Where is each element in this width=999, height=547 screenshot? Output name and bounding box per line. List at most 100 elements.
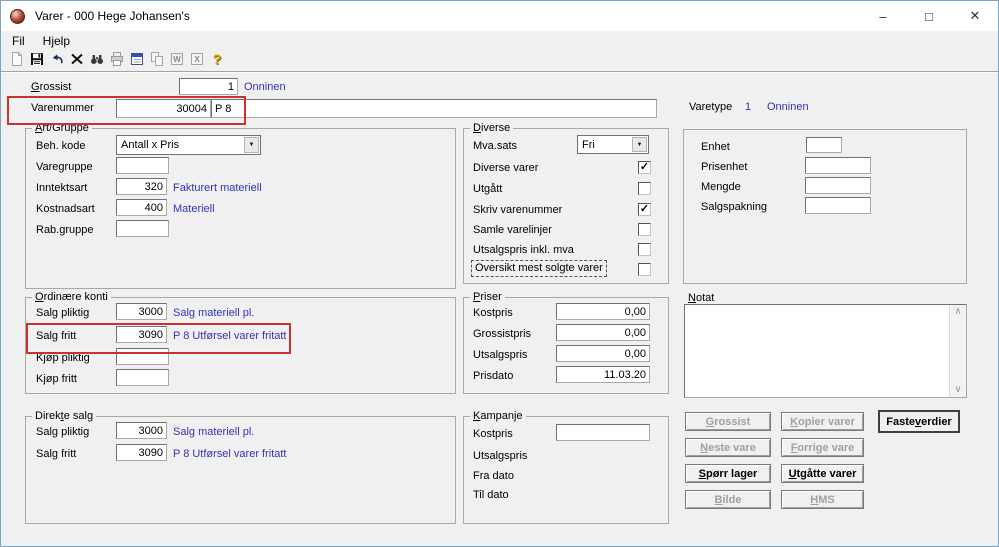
copy-icon[interactable] [147, 50, 167, 68]
group-direkte-salg-title: Direkte salg [32, 410, 97, 423]
window-title: Varer - 000 Hege Johansen's [35, 9, 190, 23]
ok-salg-fritt-input[interactable]: 3090 [116, 326, 167, 343]
inntektsart-label: Inntektsart [36, 182, 88, 194]
kostpris-input[interactable]: 0,00 [556, 303, 650, 320]
kjop-fritt-label: Kjøp fritt [36, 373, 77, 385]
group-art-gruppe-title: Art/Gruppe [32, 122, 92, 135]
ds-salg-fritt-input[interactable]: 3090 [116, 444, 167, 461]
salgspakning-input[interactable] [805, 197, 871, 214]
grossist-input[interactable]: 1 [179, 78, 238, 95]
svg-text:W: W [173, 55, 181, 64]
kampanje-kostpris-input[interactable] [556, 424, 650, 441]
print-icon[interactable] [107, 50, 127, 68]
varegruppe-label: Varegruppe [36, 161, 93, 173]
enhet-label: Enhet [701, 141, 730, 153]
faste-verdier-button[interactable]: Faste v erdier [878, 410, 960, 433]
kostpris-label: Kostpris [473, 307, 513, 319]
utsalgspris-input[interactable]: 0,00 [556, 345, 650, 362]
notat-label: Notat [688, 292, 715, 304]
utsalgspris-inkl-mva-checkbox[interactable] [638, 243, 651, 256]
kampanje-utsalgspris-label: Utsalgspris [473, 450, 528, 462]
chevron-down-icon[interactable]: ▼ [244, 137, 259, 153]
samle-varelinjer-checkbox[interactable] [638, 223, 651, 236]
mengde-input[interactable] [805, 177, 871, 194]
maximize-button[interactable]: □ [925, 8, 933, 24]
ds-salg-pliktig-label: Salg pliktig [36, 426, 90, 438]
prisenhet-input[interactable] [805, 157, 871, 174]
diverse-varer-checkbox[interactable]: ✓ [638, 161, 651, 174]
ds-salg-pliktig-input[interactable]: 3000 [116, 422, 167, 439]
utsalgspris-label: Utsalgspris [473, 349, 528, 361]
group-ordinaere-konti-title: Ordinære konti [32, 291, 111, 304]
minimize-button[interactable]: – [879, 8, 887, 24]
menu-fil[interactable]: Fil [12, 33, 25, 48]
kjop-pliktig-input[interactable] [116, 348, 169, 365]
utgatt-checkbox[interactable] [638, 182, 651, 195]
word-export-icon[interactable]: W [167, 50, 187, 68]
group-priser: Priser [463, 291, 669, 394]
rab-gruppe-input[interactable] [116, 220, 169, 237]
notat-textarea[interactable]: ∧ ∨ [684, 304, 967, 398]
scroll-up-icon[interactable]: ∧ [954, 306, 962, 317]
kampanje-kostpris-label: Kostpris [473, 428, 513, 440]
mengde-label: Mengde [701, 181, 741, 193]
prisdato-input[interactable]: 11.03.20 [556, 366, 650, 383]
save-icon[interactable] [27, 50, 47, 68]
rab-gruppe-label: Rab.gruppe [36, 224, 94, 236]
utgatt-label: Utgått [473, 183, 503, 195]
grossistpris-input[interactable]: 0,00 [556, 324, 650, 341]
help-icon[interactable]: ? [212, 51, 222, 67]
ds-salg-pliktig-description: Salg materiell pl. [173, 426, 255, 438]
ds-salg-fritt-description: P 8 Utførsel varer fritatt [173, 448, 287, 460]
undo-icon[interactable] [47, 50, 67, 68]
mva-sats-value: Fri [582, 138, 595, 151]
group-ordinaere-konti: Ordinære konti [25, 291, 456, 394]
prisdato-label: Prisdato [473, 370, 514, 382]
hms-button[interactable]: H MS [781, 490, 864, 509]
grossistpris-label: Grossistpris [473, 328, 532, 340]
group-direkte-salg: Direkte salg [25, 410, 456, 524]
find-icon[interactable] [87, 50, 107, 68]
varenummer-description-input[interactable]: P 8 [211, 99, 657, 118]
oversikt-mest-solgte-varer-label[interactable]: Oversikt mest solgte varer [471, 260, 607, 277]
kjop-fritt-input[interactable] [116, 369, 169, 386]
notat-scrollbar[interactable]: ∧ ∨ [949, 305, 966, 397]
kostnadsart-input[interactable]: 400 [116, 199, 167, 216]
kostnadsart-description: Materiell [173, 203, 215, 215]
varenummer-input[interactable]: 30004 [116, 99, 211, 118]
window-controls: – □ ✕ [860, 1, 998, 31]
notat-text [688, 307, 948, 395]
scroll-down-icon[interactable]: ∨ [954, 384, 962, 395]
delete-icon[interactable] [67, 50, 87, 68]
group-diverse: Diverse [463, 122, 669, 284]
excel-export-icon[interactable]: X [187, 50, 207, 68]
group-priser-title: Priser [470, 291, 505, 304]
form-icon[interactable] [127, 50, 147, 68]
new-document-icon[interactable] [7, 50, 27, 68]
diverse-varer-label: Diverse varer [473, 162, 539, 174]
mva-sats-dropdown[interactable]: Fri ▼ [577, 135, 649, 154]
oversikt-mest-solgte-varer-checkbox[interactable] [638, 263, 651, 276]
toolbar: W X ? [2, 48, 227, 70]
beh-kode-value: Antall x Pris [121, 139, 180, 151]
close-button[interactable]: ✕ [969, 8, 981, 23]
mva-sats-label: Mva.sats [473, 140, 518, 152]
beh-kode-dropdown[interactable]: Antall x Pris ▼ [116, 135, 261, 155]
group-kampanje-title: Kampanje [470, 410, 526, 423]
chevron-down-icon[interactable]: ▼ [632, 137, 647, 152]
menu-hjelp[interactable]: Hjelp [42, 33, 71, 48]
inntektsart-input[interactable]: 320 [116, 178, 167, 195]
fra-dato-label: Fra dato [473, 470, 514, 482]
skriv-varenummer-checkbox[interactable]: ✓ [638, 203, 651, 216]
enhet-input[interactable] [806, 137, 842, 153]
varegruppe-input[interactable] [116, 157, 169, 174]
ok-salg-pliktig-input[interactable]: 3000 [116, 303, 167, 320]
